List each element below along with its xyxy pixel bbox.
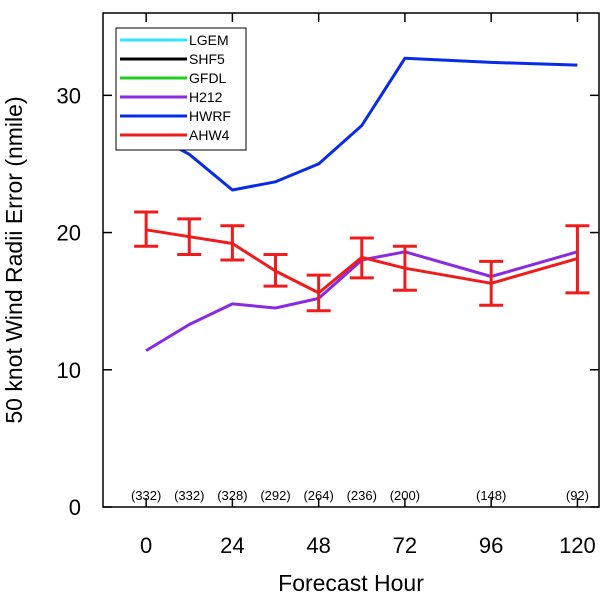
x-tick-label: 120 bbox=[559, 533, 596, 558]
error-bar bbox=[134, 210, 159, 248]
error-bar bbox=[565, 224, 590, 295]
sample-count-label: (328) bbox=[217, 488, 247, 503]
x-axis-title: Forecast Hour bbox=[278, 570, 424, 596]
sample-count-label: (292) bbox=[260, 488, 290, 503]
error-bar bbox=[263, 253, 288, 288]
x-tick-label: 96 bbox=[479, 533, 503, 558]
sample-count-label: (332) bbox=[131, 488, 161, 503]
sample-count-label: (264) bbox=[303, 488, 333, 503]
y-axis-title: 50 knot Wind Radii Error (nmile) bbox=[1, 96, 27, 423]
y-tick-label: 20 bbox=[57, 221, 81, 246]
axis-ticks: 0 24 48 72 96 120 0 10 20 30 bbox=[57, 13, 599, 558]
legend-label-h212: H212 bbox=[189, 89, 223, 105]
series-layer bbox=[134, 56, 590, 352]
legend-label-lgem: LGEM bbox=[189, 32, 229, 48]
legend-box bbox=[115, 27, 247, 151]
x-tick-label: 0 bbox=[140, 533, 152, 558]
x-tick-label: 24 bbox=[220, 533, 244, 558]
x-tick-label: 48 bbox=[306, 533, 330, 558]
error-bar bbox=[479, 259, 504, 307]
error-bar bbox=[177, 217, 202, 257]
error-bar bbox=[392, 244, 417, 292]
y-tick-label: 0 bbox=[69, 495, 81, 520]
sample-count-label: (332) bbox=[174, 488, 204, 503]
legend-label-hwrf: HWRF bbox=[189, 108, 231, 124]
legend-label-gfdl: GFDL bbox=[189, 70, 227, 86]
error-bar bbox=[220, 224, 245, 262]
sample-count-label: (200) bbox=[390, 488, 420, 503]
legend-label-shf5: SHF5 bbox=[189, 51, 225, 67]
sample-counts: (332) (332) (328) (292) (264) (236) (200) (148)… bbox=[131, 488, 589, 503]
sample-count-label: (92) bbox=[566, 488, 589, 503]
y-tick-label: 10 bbox=[57, 358, 81, 383]
error-bar bbox=[349, 236, 374, 280]
y-tick-label: 30 bbox=[57, 83, 81, 108]
sample-count-label: (148) bbox=[476, 488, 506, 503]
plot-frame bbox=[102, 12, 600, 508]
legend: LGEM SHF5 GFDL H212 HWRF AHW4 bbox=[115, 27, 247, 151]
series-line-hwrf bbox=[145, 56, 578, 192]
error-bar bbox=[306, 273, 331, 313]
legend-label-ahw4: AHW4 bbox=[189, 127, 230, 143]
sample-count-label: (236) bbox=[347, 488, 377, 503]
x-tick-label: 72 bbox=[393, 533, 417, 558]
